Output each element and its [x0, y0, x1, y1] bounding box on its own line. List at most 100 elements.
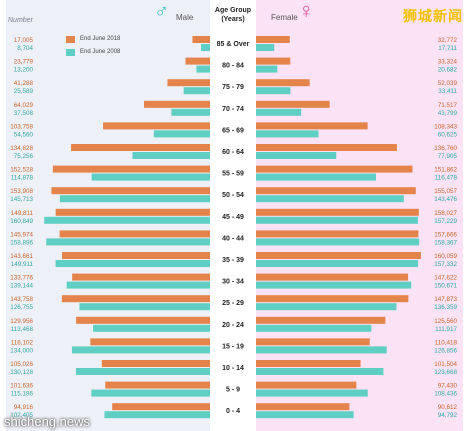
male-2008-value: 114,878: [11, 175, 34, 182]
male-2018-value: 116,102: [11, 339, 34, 346]
age-group-label: 5 - 9: [226, 387, 240, 394]
male-2018-value: 101,636: [10, 383, 33, 390]
male-2008-value: 115,186: [11, 391, 34, 398]
age-group-label: 0 - 4: [226, 408, 240, 415]
male-2008-value: 158,896: [10, 239, 33, 246]
male-2018-value: 41,288: [14, 80, 34, 87]
female-2018-value: 136,760: [434, 145, 457, 152]
bar-male-2008: [59, 195, 210, 203]
age-group-label: 45 - 49: [222, 214, 244, 221]
male-2018-value: 64,029: [14, 102, 34, 109]
female-2018-value: 108,343: [434, 123, 457, 130]
bar-female-2008: [256, 368, 384, 375]
male-2018-value: 17,005: [14, 37, 34, 44]
female-header: Female: [271, 13, 298, 22]
female-2008-value: 108,436: [434, 391, 457, 398]
male-symbol-icon: ♂: [154, 1, 169, 23]
bar-male-2008: [46, 238, 210, 246]
male-2008-value: 102,405: [10, 412, 33, 419]
bar-male-2008: [132, 152, 210, 159]
bar-female-2018: [256, 208, 419, 216]
legend-item-2008: End June 2008: [66, 47, 120, 57]
male-2008-value: 37,508: [14, 110, 34, 117]
bar-female-2018: [256, 403, 350, 411]
bar-male-2008: [91, 389, 210, 397]
male-2018-value: 143,661: [10, 253, 33, 260]
age-group-label: 10 - 14: [222, 365, 244, 372]
bar-male-2008: [79, 303, 211, 311]
female-2008-value: 126,856: [434, 347, 457, 354]
age-group-label: 40 - 44: [222, 235, 244, 242]
bar-female-2008: [256, 281, 412, 289]
bar-male-2008: [104, 411, 210, 419]
male-2018-value: 153,908: [10, 188, 33, 195]
male-2008-value: 134,000: [10, 347, 33, 354]
female-2018-value: 33,324: [438, 59, 458, 66]
bar-female-2018: [256, 295, 409, 303]
female-2008-value: 94,792: [438, 412, 458, 419]
bar-female-2008: [256, 152, 337, 159]
bar-male-2008: [171, 108, 210, 116]
bar-female-2018: [256, 100, 330, 108]
male-2008-value: 130,128: [10, 369, 33, 376]
legend-label-2008: End June 2008: [80, 49, 121, 55]
male-2008-value: 75,256: [14, 153, 34, 160]
bar-female-2008: [256, 216, 418, 224]
male-2018-value: 145,974: [10, 231, 33, 238]
male-2008-value: 139,144: [10, 283, 33, 290]
female-2008-value: 111,917: [435, 326, 457, 333]
bar-male-2018: [192, 36, 210, 43]
bar-female-2008: [256, 324, 372, 332]
age-group-label: 65 - 69: [222, 127, 244, 134]
male-2018-value: 129,956: [10, 318, 33, 325]
bar-female-2018: [256, 230, 419, 238]
age-group-label: 20 - 24: [222, 322, 244, 329]
bar-female-2008: [256, 87, 291, 95]
bar-male-2008: [196, 65, 210, 73]
female-2008-value: 77,905: [438, 153, 458, 160]
female-2008-value: 33,411: [438, 88, 457, 95]
female-2008-value: 60,625: [438, 131, 458, 138]
bar-male-2008: [71, 346, 210, 354]
age-group-label: 70 - 74: [222, 106, 244, 113]
bar-male-2018: [59, 230, 211, 238]
age-group-label: 35 - 39: [222, 257, 244, 264]
bar-male-2018: [101, 360, 210, 367]
female-2008-value: 157,332: [434, 261, 457, 268]
female-2008-value: 17,711: [438, 45, 457, 52]
bar-male-2018: [167, 79, 210, 87]
female-2008-value: 157,229: [434, 218, 457, 225]
bar-female-2008: [256, 173, 377, 181]
bar-male-2018: [76, 316, 210, 324]
bar-female-2018: [256, 165, 413, 173]
age-group-label: 15 - 19: [222, 343, 244, 350]
bar-female-2018: [256, 381, 357, 389]
bar-male-2008: [153, 130, 210, 138]
male-2008-value: 54,560: [14, 131, 34, 138]
bar-male-2008: [75, 368, 210, 375]
female-2018-value: 32,772: [438, 37, 458, 44]
bar-male-2018: [61, 295, 210, 303]
bar-female-2018: [256, 338, 370, 346]
male-2008-value: 113,468: [11, 326, 34, 333]
female-2018-value: 155,057: [434, 188, 457, 195]
number-column-header: Number: [8, 17, 33, 24]
bar-female-2018: [256, 79, 310, 87]
bar-male-2018: [72, 273, 210, 281]
bar-female-2018: [256, 36, 290, 43]
female-symbol-icon: ♀: [298, 0, 315, 23]
female-2018-value: 147,622: [434, 275, 457, 282]
bar-male-2008: [183, 87, 210, 95]
male-2018-value: 133,776: [10, 275, 33, 282]
male-header: Male: [176, 13, 194, 22]
bar-male-2008: [44, 216, 210, 224]
male-2008-value: 126,755: [10, 304, 33, 311]
bar-female-2008: [256, 346, 387, 354]
female-2018-value: 110,418: [435, 339, 458, 346]
bar-male-2018: [185, 57, 210, 65]
age-group-label: 50 - 54: [222, 192, 244, 199]
female-2008-value: 143,476: [434, 196, 457, 203]
bar-female-2008: [256, 44, 275, 51]
bar-male-2008: [66, 281, 210, 289]
